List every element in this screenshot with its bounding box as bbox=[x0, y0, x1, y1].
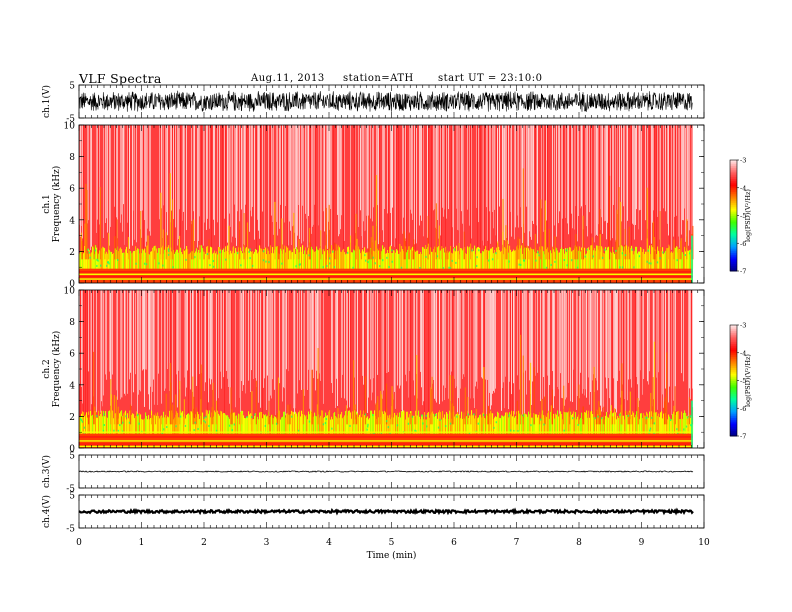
ch1-spectrogram-image bbox=[79, 125, 694, 283]
y-tick-label: -5 bbox=[66, 525, 75, 535]
x-axis-label: Time (min) bbox=[367, 550, 417, 561]
ch2-spectrogram-image bbox=[79, 290, 694, 448]
y-tick-label: 5 bbox=[69, 452, 75, 462]
y-axis-label: ch.3(V) bbox=[41, 455, 52, 488]
y-tick-label: 4 bbox=[69, 216, 75, 226]
y-tick-label: 0 bbox=[69, 280, 75, 290]
x-ticks bbox=[78, 290, 705, 448]
y-tick-label: 10 bbox=[64, 122, 76, 132]
y-tick-label: -5 bbox=[66, 485, 75, 495]
chart-title: VLF Spectra bbox=[79, 71, 162, 86]
x-tick-label: 10 bbox=[698, 538, 710, 548]
y-axis-label: Frequency (kHz) bbox=[51, 331, 62, 408]
ch1-waveform-trace bbox=[78, 90, 693, 113]
x-tick-label: 5 bbox=[389, 538, 395, 548]
station-label: station=ATH bbox=[343, 73, 414, 84]
x-tick-label: 6 bbox=[451, 538, 457, 548]
colorbar-label: log(PSD)(V²/Hz) bbox=[744, 354, 752, 407]
y-tick-label: 6 bbox=[69, 350, 75, 360]
y-tick-label: 0 bbox=[69, 445, 75, 455]
ch4-waveform-trace bbox=[78, 507, 694, 516]
date-label: Aug.11, 2013 bbox=[251, 73, 325, 84]
x-tick-label: 1 bbox=[139, 538, 145, 548]
start-time-label: start UT = 23:10:0 bbox=[438, 73, 543, 84]
colorbar-tick-label: -7 bbox=[740, 433, 746, 441]
y-axis-label: Frequency (kHz) bbox=[51, 166, 62, 243]
x-tick-label: 7 bbox=[514, 538, 520, 548]
colorbar-tick-label: -5 bbox=[740, 377, 746, 385]
y-axis-label: ch.1 bbox=[42, 194, 52, 213]
colorbar-tick-label: -5 bbox=[740, 212, 746, 220]
y-tick-label: 10 bbox=[64, 287, 76, 297]
colorbar-tick-label: -6 bbox=[740, 405, 746, 413]
y-tick-label: 2 bbox=[69, 413, 75, 423]
x-tick-label: 2 bbox=[201, 538, 207, 548]
y-tick-label: 6 bbox=[69, 185, 75, 195]
colorbar-tick-label: -6 bbox=[740, 240, 746, 248]
x-tick-label: 9 bbox=[639, 538, 645, 548]
y-tick-label: 8 bbox=[69, 318, 75, 328]
x-ticks bbox=[78, 125, 705, 283]
y-tick-label: 2 bbox=[69, 248, 75, 258]
ch3-waveform-trace bbox=[78, 470, 694, 473]
y-axis-label: ch.4(V) bbox=[41, 495, 52, 528]
x-ticks bbox=[78, 85, 705, 118]
colorbar-tick-label: -3 bbox=[740, 157, 746, 165]
y-axis-label: ch.2 bbox=[42, 359, 52, 378]
x-tick-label: 3 bbox=[264, 538, 270, 548]
x-tick-label: 0 bbox=[76, 538, 82, 548]
colorbar-tick-label: -7 bbox=[740, 268, 746, 276]
colorbar-label: log(PSD)(V²/Hz) bbox=[744, 189, 752, 242]
colorbar-tick-label: -4 bbox=[740, 184, 746, 192]
y-tick-label: 5 bbox=[69, 82, 75, 92]
x-tick-label: 4 bbox=[326, 538, 332, 548]
y-tick-label: -5 bbox=[66, 115, 75, 125]
x-tick-label: 8 bbox=[576, 538, 582, 548]
ch2-spectrogram-colorbar bbox=[729, 324, 739, 437]
ch1-spectrogram-colorbar bbox=[729, 159, 739, 272]
x-ticks bbox=[78, 495, 705, 528]
y-tick-label: 4 bbox=[69, 381, 75, 391]
colorbar-tick-label: -4 bbox=[740, 349, 746, 357]
y-axis-label: ch.1(V) bbox=[41, 85, 52, 118]
y-tick-label: 8 bbox=[69, 153, 75, 163]
x-ticks bbox=[78, 455, 705, 488]
colorbar-tick-label: -3 bbox=[740, 322, 746, 330]
y-tick-label: 5 bbox=[69, 492, 75, 502]
